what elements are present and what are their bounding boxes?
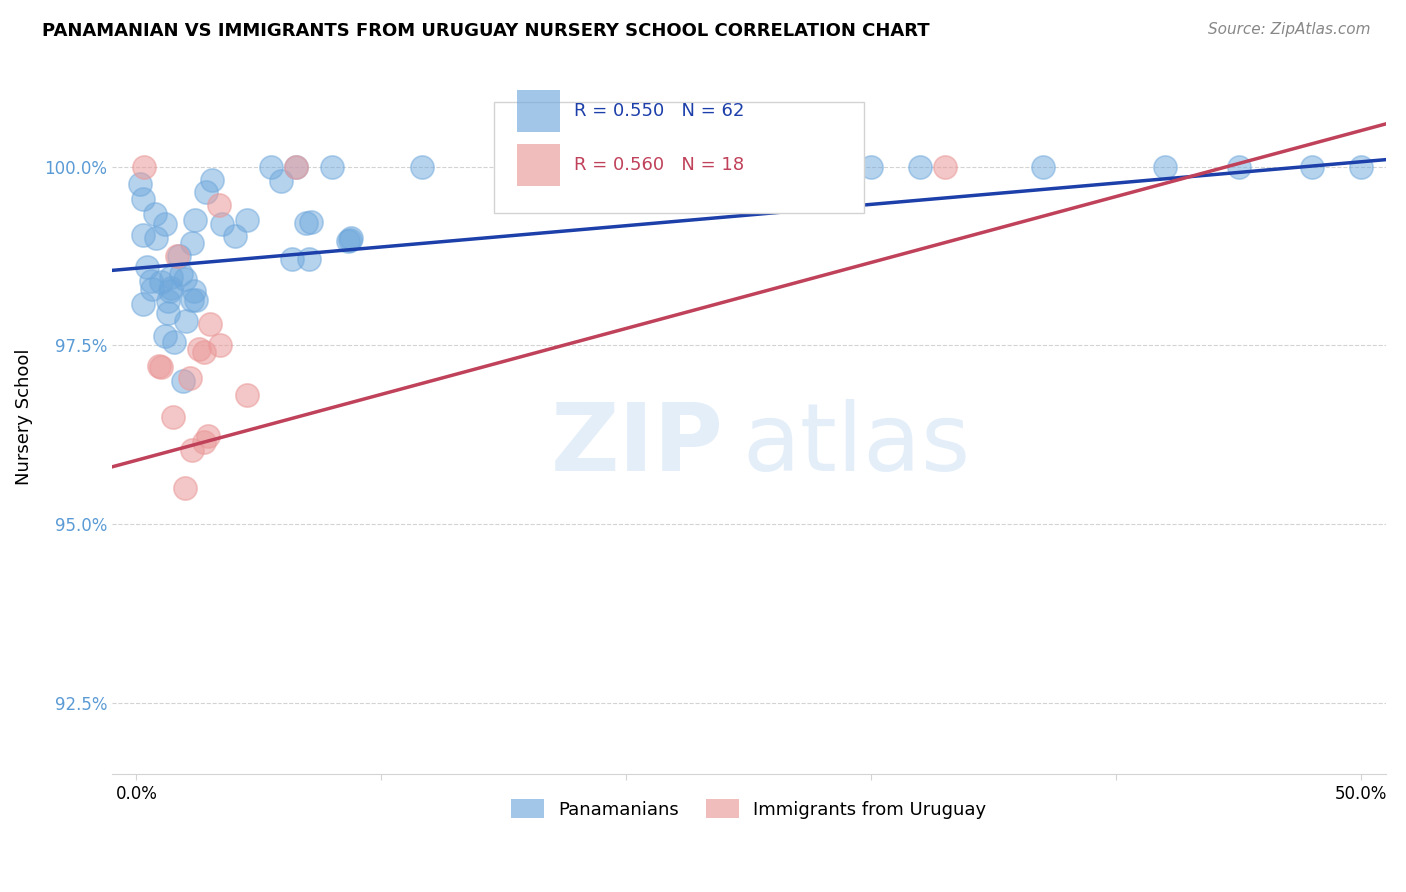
- Point: [1350, 160, 1372, 174]
- Point: [172, 374, 194, 388]
- Point: [149, 359, 172, 374]
- Point: [749, 160, 772, 174]
- Text: R = 0.560   N = 18: R = 0.560 N = 18: [575, 155, 745, 174]
- Point: [284, 160, 307, 174]
- Point: [157, 294, 180, 309]
- Point: [157, 306, 180, 320]
- Point: [340, 231, 363, 245]
- Point: [148, 359, 170, 374]
- Point: [193, 435, 215, 450]
- Point: [167, 249, 190, 263]
- Point: [1032, 160, 1054, 174]
- Point: [299, 214, 322, 228]
- Point: [295, 216, 318, 230]
- Point: [201, 173, 224, 187]
- Point: [297, 252, 319, 267]
- Y-axis label: Nursery School: Nursery School: [15, 349, 32, 485]
- FancyBboxPatch shape: [517, 90, 561, 133]
- Point: [550, 160, 572, 174]
- Point: [174, 481, 197, 495]
- Text: PANAMANIAN VS IMMIGRANTS FROM URUGUAY NURSERY SCHOOL CORRELATION CHART: PANAMANIAN VS IMMIGRANTS FROM URUGUAY NU…: [42, 22, 929, 40]
- Point: [337, 234, 360, 248]
- Point: [934, 160, 956, 174]
- Point: [208, 197, 231, 211]
- Point: [284, 160, 307, 174]
- Point: [224, 228, 246, 243]
- Point: [181, 442, 204, 457]
- Point: [281, 252, 304, 266]
- Point: [197, 428, 219, 442]
- Point: [145, 231, 167, 245]
- Point: [910, 160, 932, 174]
- Point: [658, 160, 681, 174]
- Point: [179, 371, 201, 385]
- Point: [651, 160, 673, 174]
- Point: [236, 213, 259, 227]
- Point: [509, 160, 531, 174]
- Point: [526, 160, 548, 174]
- Point: [188, 342, 211, 356]
- Point: [159, 284, 181, 298]
- Point: [183, 284, 205, 298]
- Text: Source: ZipAtlas.com: Source: ZipAtlas.com: [1208, 22, 1371, 37]
- Point: [1227, 160, 1250, 174]
- Point: [155, 218, 177, 232]
- Point: [160, 281, 183, 295]
- Point: [198, 317, 221, 331]
- Point: [170, 267, 193, 281]
- Point: [166, 249, 188, 263]
- Point: [135, 260, 157, 275]
- Point: [211, 217, 233, 231]
- Point: [159, 270, 181, 285]
- Point: [260, 160, 283, 174]
- Point: [650, 160, 672, 174]
- Point: [129, 177, 152, 191]
- Legend: Panamanians, Immigrants from Uruguay: Panamanians, Immigrants from Uruguay: [505, 792, 994, 826]
- Point: [522, 160, 544, 174]
- Point: [174, 314, 197, 328]
- Point: [786, 160, 808, 174]
- Point: [235, 388, 257, 402]
- FancyBboxPatch shape: [494, 103, 863, 213]
- Point: [270, 174, 292, 188]
- Text: R = 0.550   N = 62: R = 0.550 N = 62: [575, 102, 745, 120]
- FancyBboxPatch shape: [517, 144, 561, 186]
- Point: [132, 228, 155, 243]
- Point: [173, 272, 195, 286]
- Point: [153, 329, 176, 343]
- Point: [141, 282, 163, 296]
- Point: [132, 160, 155, 174]
- Point: [339, 233, 361, 247]
- Point: [411, 160, 433, 174]
- Point: [181, 293, 204, 308]
- Point: [1154, 160, 1177, 174]
- Text: ZIP: ZIP: [551, 400, 724, 491]
- Point: [184, 212, 207, 227]
- Point: [141, 274, 163, 288]
- Point: [181, 235, 204, 250]
- Point: [689, 160, 711, 174]
- Point: [163, 334, 186, 349]
- Point: [186, 293, 208, 307]
- Point: [860, 160, 883, 174]
- Text: atlas: atlas: [742, 400, 970, 491]
- Point: [150, 276, 173, 290]
- Point: [208, 337, 231, 351]
- Point: [1301, 160, 1323, 174]
- Point: [143, 206, 166, 220]
- Point: [132, 192, 155, 206]
- Point: [195, 185, 218, 199]
- Point: [321, 160, 343, 174]
- Point: [193, 345, 215, 359]
- Point: [162, 409, 184, 424]
- Point: [132, 297, 155, 311]
